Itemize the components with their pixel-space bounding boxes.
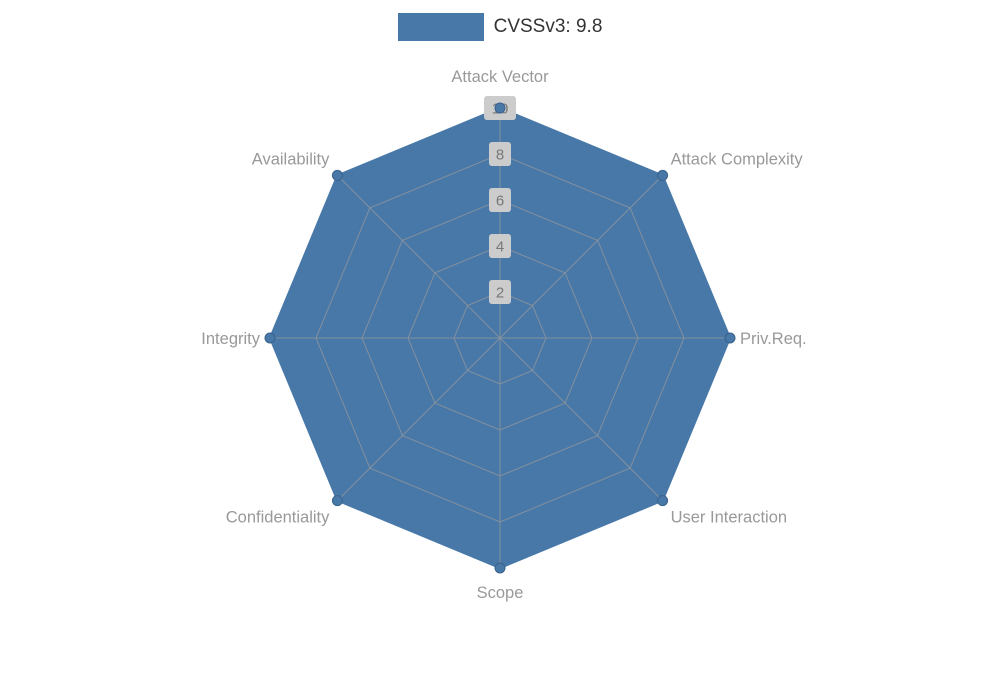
series-dot-1 (657, 169, 669, 181)
grid-spoke-1 (499, 175, 663, 339)
axis-label-4: Scope (477, 584, 524, 602)
axis-label-3: User Interaction (671, 509, 787, 527)
axis-label-5: Confidentiality (226, 509, 330, 527)
series-dot-5 (331, 495, 343, 507)
axis-label-0: Attack Vector (451, 68, 549, 86)
legend-swatch (397, 13, 484, 41)
series-dot-2 (724, 332, 736, 344)
axis-label-7: Availability (252, 150, 330, 168)
grid-spoke-5 (337, 337, 501, 501)
axis-label-6: Integrity (201, 330, 260, 348)
grid-spoke-3 (499, 337, 663, 501)
legend-label: CVSSv3: 9.8 (493, 16, 603, 37)
series-dot-4 (494, 562, 506, 574)
axis-label-1: Attack Complexity (671, 150, 804, 168)
chart-legend[interactable]: CVSSv3: 9.8 (0, 13, 1000, 41)
tick-box-2 (489, 188, 511, 212)
tick-box-1 (489, 234, 511, 258)
tick-box-0 (489, 280, 511, 304)
tick-label-0: 2 (496, 285, 504, 302)
series-dot-6 (264, 332, 276, 344)
series-dot-7 (331, 169, 343, 181)
series-dot-0 (494, 102, 506, 114)
axis-label-2: Priv.Req. (740, 330, 807, 348)
series-dot-3 (657, 495, 669, 507)
grid-spoke-7 (337, 175, 501, 339)
tick-label-3: 8 (496, 147, 504, 164)
tick-label-2: 6 (496, 193, 504, 210)
tick-box-3 (489, 142, 511, 166)
tick-label-1: 4 (496, 239, 504, 256)
